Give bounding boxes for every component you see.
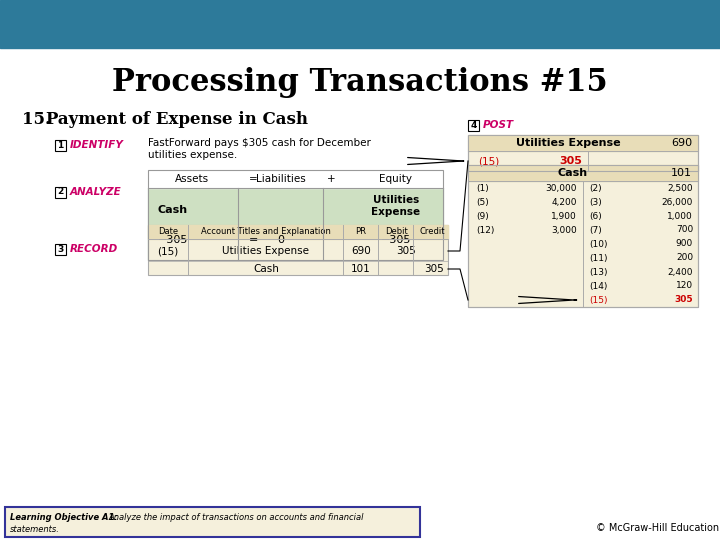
Text: (7): (7) bbox=[589, 226, 602, 234]
FancyBboxPatch shape bbox=[468, 120, 480, 131]
Text: 305: 305 bbox=[675, 295, 693, 305]
Text: 2: 2 bbox=[58, 187, 63, 197]
Text: =: = bbox=[248, 235, 258, 245]
Text: Learning Objective A1:: Learning Objective A1: bbox=[10, 514, 118, 523]
Text: 1,000: 1,000 bbox=[667, 212, 693, 220]
Text: (1): (1) bbox=[476, 184, 489, 192]
Bar bbox=[468, 181, 698, 307]
Text: 120: 120 bbox=[676, 281, 693, 291]
Text: Liabilities: Liabilities bbox=[256, 174, 306, 184]
Text: 690: 690 bbox=[671, 138, 692, 148]
Text: Cash: Cash bbox=[253, 264, 279, 274]
Text: 101: 101 bbox=[671, 168, 692, 178]
Text: 200: 200 bbox=[676, 253, 693, 262]
Bar bbox=[148, 170, 443, 188]
FancyBboxPatch shape bbox=[55, 244, 66, 255]
Text: (3): (3) bbox=[589, 198, 602, 206]
Bar bbox=[5, 507, 420, 537]
Text: Assets: Assets bbox=[175, 174, 209, 184]
Text: (10): (10) bbox=[589, 240, 608, 248]
Text: −305: −305 bbox=[158, 235, 189, 245]
Text: (15): (15) bbox=[589, 295, 608, 305]
Text: (15): (15) bbox=[158, 246, 179, 256]
Text: Cash: Cash bbox=[558, 168, 588, 178]
Text: 3,000: 3,000 bbox=[552, 226, 577, 234]
Text: 1: 1 bbox=[58, 140, 63, 150]
Text: Payment of Expense in Cash: Payment of Expense in Cash bbox=[46, 111, 308, 129]
Text: 900: 900 bbox=[676, 240, 693, 248]
Text: 305: 305 bbox=[424, 264, 444, 274]
Text: (2): (2) bbox=[589, 184, 602, 192]
Bar bbox=[468, 151, 698, 171]
Text: statements.: statements. bbox=[10, 524, 60, 534]
Bar bbox=[468, 165, 698, 307]
Text: Utilities
Expense: Utilities Expense bbox=[372, 195, 420, 217]
Bar bbox=[148, 225, 448, 239]
Text: Equity: Equity bbox=[379, 174, 413, 184]
Bar bbox=[0, 0, 720, 48]
Text: (14): (14) bbox=[589, 281, 608, 291]
Text: Analyze the impact of transactions on accounts and financial: Analyze the impact of transactions on ac… bbox=[108, 514, 364, 523]
Text: 4: 4 bbox=[470, 120, 477, 130]
Bar bbox=[468, 135, 698, 171]
Text: 2,500: 2,500 bbox=[667, 184, 693, 192]
Text: Credit: Credit bbox=[419, 227, 445, 237]
Text: 2,400: 2,400 bbox=[667, 267, 693, 276]
Text: (6): (6) bbox=[589, 212, 602, 220]
Text: PR: PR bbox=[356, 227, 366, 237]
Text: Date: Date bbox=[158, 227, 178, 237]
Text: Account Titles and Explanation: Account Titles and Explanation bbox=[201, 227, 331, 237]
Text: 700: 700 bbox=[676, 226, 693, 234]
Text: 690: 690 bbox=[351, 246, 371, 256]
Text: 1,900: 1,900 bbox=[552, 212, 577, 220]
Text: (11): (11) bbox=[589, 253, 608, 262]
Text: RECORD: RECORD bbox=[70, 244, 118, 254]
Text: 3: 3 bbox=[58, 245, 63, 253]
Text: FastForward pays $305 cash for December: FastForward pays $305 cash for December bbox=[148, 138, 371, 148]
Text: 26,000: 26,000 bbox=[662, 198, 693, 206]
Text: IDENTIFY: IDENTIFY bbox=[70, 140, 124, 150]
Text: (15): (15) bbox=[478, 156, 499, 166]
Text: 305: 305 bbox=[559, 156, 582, 166]
Text: (12): (12) bbox=[476, 226, 495, 234]
Bar bbox=[148, 225, 448, 275]
Text: 101: 101 bbox=[351, 264, 371, 274]
Text: 0: 0 bbox=[277, 235, 284, 245]
Text: 15.: 15. bbox=[22, 111, 51, 129]
Bar bbox=[468, 135, 698, 151]
Bar bbox=[148, 188, 443, 260]
Text: Cash: Cash bbox=[158, 205, 188, 215]
Text: ANALYZE: ANALYZE bbox=[70, 187, 122, 197]
Bar bbox=[468, 165, 698, 181]
Text: 4,200: 4,200 bbox=[552, 198, 577, 206]
Bar bbox=[148, 170, 443, 260]
Text: Utilities Expense: Utilities Expense bbox=[516, 138, 621, 148]
Text: utilities expense.: utilities expense. bbox=[148, 150, 238, 160]
Text: Utilities Expense: Utilities Expense bbox=[222, 246, 310, 256]
Text: +: + bbox=[327, 174, 336, 184]
Text: Processing Transactions #15: Processing Transactions #15 bbox=[112, 66, 608, 98]
Text: −305: −305 bbox=[381, 235, 411, 245]
Text: (13): (13) bbox=[589, 267, 608, 276]
Text: (9): (9) bbox=[476, 212, 489, 220]
FancyBboxPatch shape bbox=[55, 187, 66, 198]
FancyBboxPatch shape bbox=[55, 140, 66, 151]
Text: Debit: Debit bbox=[384, 227, 408, 237]
Text: 30,000: 30,000 bbox=[546, 184, 577, 192]
Text: =: = bbox=[248, 174, 257, 184]
Text: (5): (5) bbox=[476, 198, 489, 206]
Text: 305: 305 bbox=[396, 246, 415, 256]
Text: © McGraw-Hill Education   41: © McGraw-Hill Education 41 bbox=[596, 523, 720, 533]
Text: POST: POST bbox=[483, 120, 514, 130]
